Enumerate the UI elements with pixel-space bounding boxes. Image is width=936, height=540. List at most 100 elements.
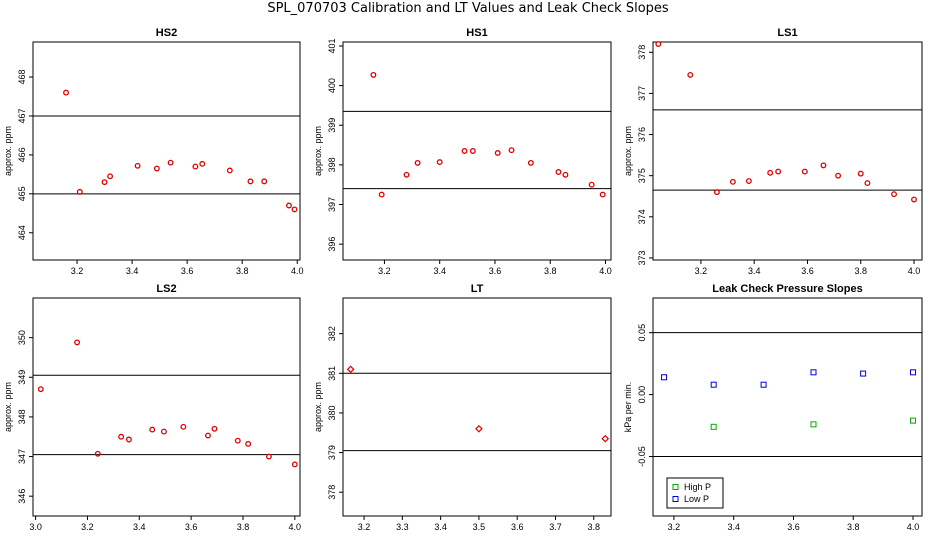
data-point (378, 191, 385, 198)
panel-5: LT approx. ppm 3.2 3.3 3.4 3.5 3.6 3.7 3.8 378 379… (313, 283, 612, 532)
panel-2: HS1 approx. ppm 3.2 3.4 3.6 3.8 4.0 396 397 398 39… (313, 27, 612, 276)
x-tick-label: 3.4 (433, 266, 446, 276)
y-tick-label: 378 (637, 45, 647, 60)
y-tick-label: 377 (637, 86, 647, 101)
x-tick-label: 4.0 (291, 266, 304, 276)
y-tick-label: 0.00 (637, 386, 647, 404)
data-point (810, 369, 817, 376)
data-point (346, 365, 355, 374)
x-tick-label: 3.6 (787, 522, 800, 532)
panel-title: LS1 (777, 27, 797, 39)
data-point (192, 163, 199, 170)
y-tick-label: 466 (17, 147, 27, 162)
data-point (118, 433, 125, 440)
y-tick-label: -0.05 (637, 446, 647, 467)
legend-box (666, 477, 724, 509)
data-point (835, 172, 842, 179)
y-tick-label: 379 (327, 445, 337, 460)
x-tick-label: 3.2 (668, 522, 681, 532)
data-point (810, 421, 817, 428)
x-tick-label: 3.2 (378, 266, 391, 276)
y-tick-label: 396 (327, 237, 337, 252)
x-tick-label: 3.8 (236, 266, 249, 276)
data-point (710, 381, 717, 388)
x-tick-label: 4.0 (908, 266, 921, 276)
y-tick-label: 373 (637, 250, 647, 265)
x-tick-label: 3.3 (396, 522, 409, 532)
x-tick-label: 3.6 (185, 522, 198, 532)
data-point (508, 147, 515, 154)
x-tick-label: 3.8 (847, 522, 860, 532)
x-tick-label: 3.4 (126, 266, 139, 276)
y-tick-label: 350 (17, 330, 27, 345)
y-tick-label: 348 (17, 409, 27, 424)
x-tick-label: 3.8 (854, 266, 867, 276)
data-point (37, 386, 44, 393)
y-tick-label: 398 (327, 157, 337, 172)
data-point (469, 148, 476, 154)
y-axis-label: approx. ppm (3, 126, 13, 176)
y-tick-label: 399 (327, 118, 337, 133)
x-tick-label: 3.2 (695, 266, 708, 276)
panel-title: HS2 (156, 27, 177, 39)
data-point (710, 423, 717, 430)
data-point (555, 169, 562, 175)
x-tick-label: 3.4 (434, 522, 447, 532)
panel-title: HS1 (466, 27, 487, 39)
legend-label: High P (684, 482, 711, 492)
y-tick-label: 375 (637, 168, 647, 183)
panel-3: LS1 approx. ppm 3.2 3.4 3.6 3.8 4.0 373 374 375 37… (623, 27, 923, 276)
y-tick-label: 0.05 (637, 324, 647, 342)
data-point (857, 170, 864, 177)
data-point (199, 160, 206, 167)
x-tick-label: 3.6 (801, 266, 814, 276)
data-point (74, 339, 81, 346)
x-tick-label: 3.2 (71, 266, 84, 276)
data-point (655, 41, 662, 48)
y-tick-label: 467 (17, 108, 27, 123)
x-tick-label: 3.8 (544, 266, 557, 276)
data-point (76, 188, 83, 195)
data-point (107, 173, 114, 180)
y-tick-label: 382 (327, 326, 337, 341)
x-tick-label: 3.6 (511, 522, 524, 532)
data-point (860, 370, 867, 377)
data-point (891, 191, 897, 198)
data-point (370, 71, 377, 78)
data-point (475, 424, 483, 433)
plot-frame (652, 297, 923, 517)
data-point (403, 171, 410, 178)
data-point (801, 168, 808, 175)
y-tick-label: 346 (17, 489, 27, 504)
y-tick-label: 349 (17, 370, 27, 385)
data-point (134, 162, 141, 169)
panel-title: LT (471, 283, 484, 295)
data-point (661, 374, 668, 381)
figure-title: SPL_070703 Calibration and LT Values and… (267, 1, 669, 16)
data-point (265, 453, 272, 460)
plot-frame (342, 297, 612, 517)
y-axis-label: approx. ppm (313, 382, 323, 432)
data-point (864, 180, 871, 187)
data-point (414, 159, 421, 166)
y-axis-label: kPa per min. (623, 382, 633, 433)
data-point (713, 189, 720, 196)
data-point (494, 150, 501, 156)
plot-frame (652, 41, 923, 261)
x-tick-label: 3.4 (133, 522, 146, 532)
panel-title: LS2 (156, 283, 176, 295)
data-point (461, 148, 468, 154)
x-tick-label: 3.2 (358, 522, 371, 532)
panel-title: Leak Check Pressure Slopes (712, 283, 862, 295)
y-tick-label: 381 (327, 366, 337, 381)
data-point (910, 369, 917, 376)
y-tick-label: 380 (327, 405, 337, 420)
data-point (180, 423, 187, 430)
panel-4: LS2 approx. ppm 3.0 3.2 3.4 3.6 3.8 4.0 346 347 34… (3, 283, 301, 532)
data-point (211, 425, 218, 432)
data-point (729, 178, 736, 185)
legend-label: Low P (684, 494, 709, 504)
data-point (291, 206, 298, 213)
data-point (911, 196, 917, 203)
data-point (261, 178, 268, 185)
